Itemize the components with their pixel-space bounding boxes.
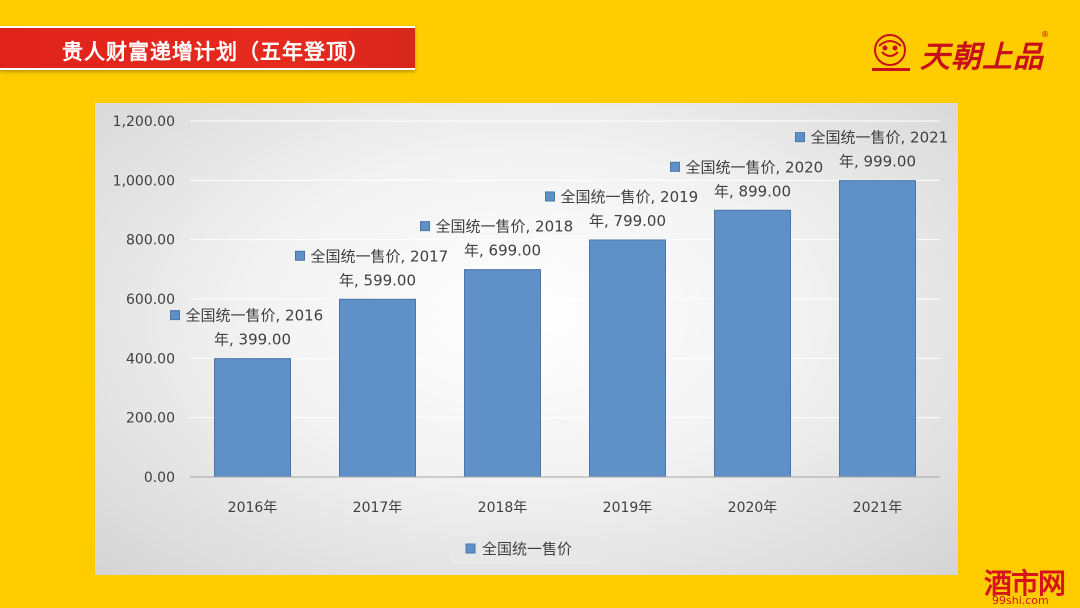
data-label: 年, 399.00 <box>214 331 291 349</box>
data-label: 年, 899.00 <box>714 182 791 200</box>
data-label-marker <box>670 161 680 172</box>
legend-swatch <box>465 543 476 554</box>
bar <box>589 239 666 478</box>
y-tick-label: 400.00 <box>126 351 175 367</box>
bar <box>339 298 416 478</box>
y-tick-label: 800.00 <box>126 233 175 249</box>
bar-chart: 0.00 200.00 400.00 600.00 800.00 1,000.00 1,20… <box>113 114 949 564</box>
data-label: 年, 799.00 <box>589 212 666 230</box>
data-label-marker <box>795 132 805 143</box>
y-tick-label: 200.00 <box>126 411 175 427</box>
y-tick-label: 1,000.00 <box>113 173 175 189</box>
bar <box>214 358 291 478</box>
data-label: 全国统一售价, 2019 <box>561 188 699 206</box>
data-label: 全国统一售价, 2017 <box>311 247 449 265</box>
data-label: 全国统一售价, 2018 <box>436 218 574 236</box>
legend-box <box>450 534 601 564</box>
registered-mark: ® <box>1041 30 1049 39</box>
x-tick-label: 2018年 <box>478 500 528 516</box>
data-label: 年, 599.00 <box>339 271 416 289</box>
watermark-name: 酒市网 <box>984 567 1066 600</box>
company-emblem-icon <box>872 34 910 71</box>
watermark-url: 99shi.com <box>992 594 1049 607</box>
data-label: 全国统一售价, 2021 <box>811 129 949 147</box>
data-label: 全国统一售价, 2016 <box>186 307 324 325</box>
site-watermark: 酒市网 99shi.com <box>978 562 1080 608</box>
legend-label: 全国统一售价 <box>482 540 572 558</box>
data-label-marker <box>295 250 305 261</box>
title-banner: 贵人财富递增计划（五年登顶） <box>0 26 415 70</box>
y-tick-label: 600.00 <box>126 292 175 308</box>
y-tick-label: 1,200.00 <box>113 114 175 130</box>
data-label-marker <box>545 191 555 202</box>
y-tick-label: 0.00 <box>144 470 175 486</box>
brand-name: 天朝上品 <box>920 40 1044 75</box>
data-label-marker <box>420 221 430 232</box>
x-tick-label: 2020年 <box>728 500 778 516</box>
data-label: 年, 999.00 <box>839 153 916 171</box>
brand-logo: 天朝上品 ® <box>868 30 1058 76</box>
x-tick-label: 2019年 <box>603 500 653 516</box>
bar <box>714 209 791 478</box>
slide-title: 贵人财富递增计划（五年登顶） <box>62 40 370 64</box>
x-tick-label: 2021年 <box>853 500 903 516</box>
bar <box>839 180 916 478</box>
bar <box>464 269 541 478</box>
data-label: 全国统一售价, 2020 <box>686 158 824 176</box>
data-label: 年, 699.00 <box>464 242 541 260</box>
data-label-marker <box>170 310 180 321</box>
chart-panel: 0.00 200.00 400.00 600.00 800.00 1,000.00 1,20… <box>95 103 958 575</box>
x-tick-label: 2016年 <box>228 500 278 516</box>
x-tick-label: 2017年 <box>353 500 403 516</box>
